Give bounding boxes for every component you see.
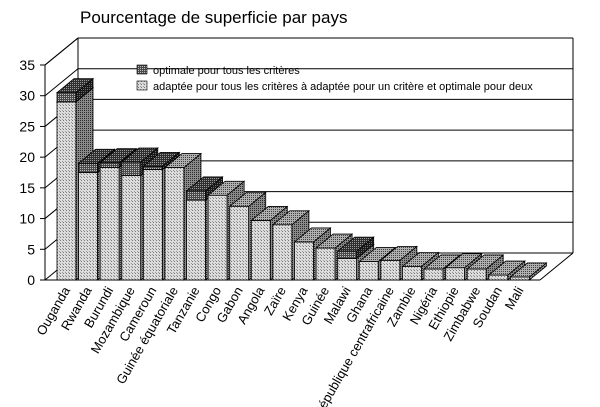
x-tick-label: Mali [502,284,527,312]
y-tick-label: 15 [19,180,35,196]
bar-segment-light-top [271,210,311,226]
bar-segment-light-front [99,167,120,281]
bars [55,77,548,281]
bar-segment-light-front [380,259,401,281]
bar-segment-light-top [314,233,354,249]
bar-segment-dark-top [120,147,159,163]
bar-segment-light-front [445,267,466,281]
bar-segment-light-front [56,101,77,281]
y-tick-label: 10 [19,211,35,227]
legend: optimale pour tous les critères adaptée p… [136,64,533,93]
bar-segment-light-top [466,254,505,270]
bar-segment-dark-front [56,92,77,103]
bar-segment-light-front [510,276,530,281]
bar-segment-light-top [358,247,397,262]
bar-segment-dark-front [78,162,98,173]
y-tick-label: 35 [19,57,35,73]
bar-segment-light-top [250,206,289,221]
bar-segment-light-front [466,268,487,281]
bar-segment-dark-top [336,236,375,252]
bar-segment-light-top [422,254,462,270]
bar-segment-light-front [423,268,444,281]
chart-title: Pourcentage de superficie par pays [80,8,348,27]
bar-segment-light-front [337,258,358,281]
bar-segment-light-front [272,224,293,281]
floor-right-edge [539,252,574,281]
bar-segment-light-front [488,274,509,281]
bar-segment-dark-top [185,176,224,192]
bar-segment-light-front [121,175,142,281]
bar-segment-light-top [293,227,332,243]
bar-segment-light-top [401,252,440,267]
bar-segment-dark-front [186,190,206,201]
bar-segment-light-front [186,199,206,281]
bar-segment-light-front [78,172,98,281]
bar-segment-dark-front [99,162,120,168]
bar-segment-dark-top [99,148,138,164]
bar-segment-light-top [163,153,203,168]
bar-segment-dark-top [77,148,116,164]
bar-segment-light-front [250,220,271,281]
y-tick-label: 25 [19,118,35,134]
bar-segment-light-top [487,260,526,276]
x-axis: OugandaRwandaBurundiMozambiqueCamerounGu… [33,283,526,407]
bar-segment-dark-front [121,161,142,176]
bar-segment-light-front [294,241,314,281]
bar-segment-light-front [142,169,163,281]
bar-segment-dark-top [142,151,181,167]
bar-segment-light-front [207,194,228,281]
y-tick-label: 30 [19,88,35,104]
bar-segment-light-top [228,191,267,207]
bar-segment-light-front [164,167,185,281]
bar-segment-dark-front [142,165,163,170]
bar-segment-light-front [358,261,379,281]
bar-segment-light-front [229,205,250,281]
legend-swatch-light [136,80,148,91]
bar-segment-light-top [509,262,548,278]
bar-segment-dark-front [337,250,358,259]
legend-swatch-dark [136,64,148,75]
bar-segment-light-top [207,180,246,196]
legend-label-light: adaptée pour tous les critères à adaptée… [153,81,533,93]
legend-label-dark: optimale pour tous les critères [153,65,300,77]
gridline-side [44,68,79,97]
bar-segment-light-front [402,266,422,281]
y-tick-label: 5 [27,241,35,257]
bar-segment-light-front [315,247,336,281]
y-tick-label: 20 [19,149,35,165]
bar-segment-light-top [379,245,418,261]
y-axis: 0 5 10 15 20 25 30 35 [19,57,45,288]
bar-segment-light-top [444,253,483,269]
bar-21 [509,262,548,281]
gridline-side [44,37,79,66]
bar-segment-dark-top [55,78,95,94]
y-tick-label: 0 [27,272,35,288]
